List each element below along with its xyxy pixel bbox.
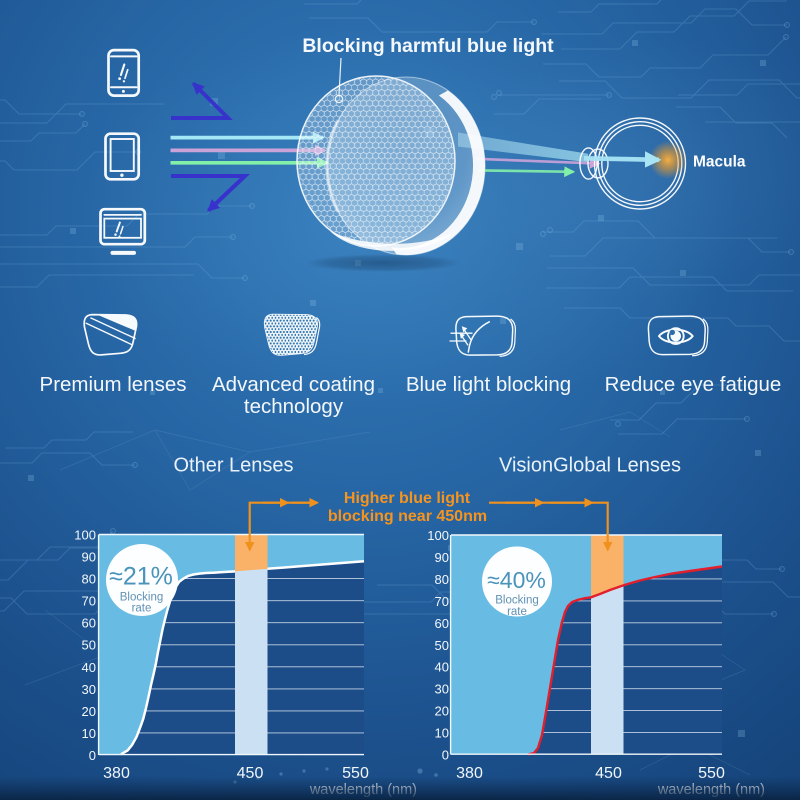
svg-text:Blocking: Blocking (120, 592, 163, 604)
svg-text:0: 0 (442, 748, 449, 763)
svg-text:90: 90 (82, 550, 96, 565)
svg-text:60: 60 (435, 616, 449, 631)
svg-text:Blue light blocking: Blue light blocking (406, 373, 571, 396)
svg-text:20: 20 (82, 704, 96, 719)
svg-text:Blocking: Blocking (495, 595, 538, 607)
svg-text:Macula: Macula (693, 154, 746, 171)
svg-text:20: 20 (435, 704, 449, 719)
svg-text:Other Lenses: Other Lenses (173, 455, 293, 477)
svg-text:≈40%: ≈40% (487, 567, 546, 593)
svg-text:10: 10 (435, 726, 449, 741)
svg-text:VisionGlobal Lenses: VisionGlobal Lenses (499, 455, 681, 477)
svg-text:40: 40 (82, 660, 96, 675)
svg-text:30: 30 (82, 682, 96, 697)
svg-text:50: 50 (435, 638, 449, 653)
svg-text:30: 30 (435, 682, 449, 697)
svg-text:Higher blue light: Higher blue light (344, 490, 471, 507)
svg-text:Blocking harmful blue light: Blocking harmful blue light (302, 35, 554, 57)
svg-text:100: 100 (427, 528, 449, 543)
svg-text:70: 70 (82, 594, 96, 609)
svg-text:0: 0 (89, 748, 96, 763)
svg-text:rate: rate (507, 606, 527, 618)
svg-text:60: 60 (82, 616, 96, 631)
svg-text:10: 10 (82, 726, 96, 741)
svg-text:80: 80 (435, 572, 449, 587)
svg-text:100: 100 (74, 528, 96, 543)
svg-text:80: 80 (82, 572, 96, 587)
svg-text:50: 50 (82, 638, 96, 653)
svg-text:40: 40 (435, 660, 449, 675)
svg-text:Premium lenses: Premium lenses (40, 373, 187, 396)
svg-text:Reduce eye fatigue: Reduce eye fatigue (605, 373, 782, 396)
svg-text:blocking near 450nm: blocking near 450nm (328, 508, 487, 525)
svg-text:70: 70 (435, 594, 449, 609)
svg-text:Advanced coating: Advanced coating (212, 373, 375, 396)
svg-text:≈21%: ≈21% (109, 563, 173, 591)
svg-text:rate: rate (132, 603, 152, 615)
svg-text:90: 90 (435, 550, 449, 565)
svg-text:technology: technology (244, 395, 344, 418)
